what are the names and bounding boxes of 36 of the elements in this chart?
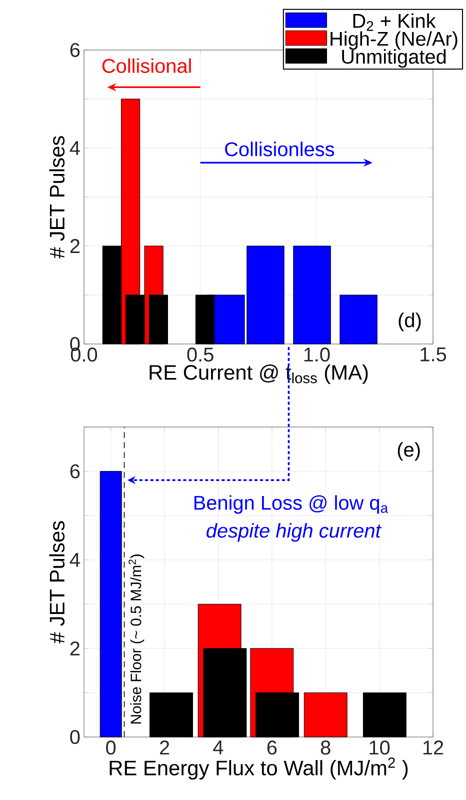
legend-label: High-Z (Ne/Ar) xyxy=(330,31,458,50)
annotation: (e) xyxy=(398,442,420,461)
x-tick-label: 4 xyxy=(213,740,224,754)
bar xyxy=(150,692,193,738)
annotation: Collisionless xyxy=(225,142,334,156)
x-tick-label: 2 xyxy=(160,740,170,754)
legend-label: D$_{2}$ + Kink xyxy=(353,13,436,31)
bar xyxy=(293,246,331,344)
bar xyxy=(340,294,378,344)
x-tick-label: 8 xyxy=(320,740,330,755)
y-axis-title: # JET Pulses xyxy=(49,521,65,644)
x-tick-label: 6 xyxy=(267,740,277,755)
y-tick-label: 4 xyxy=(70,553,80,567)
bar xyxy=(100,471,122,738)
x-tick-label: 1.5 xyxy=(420,348,446,362)
x-tick-label: 1.0 xyxy=(304,348,330,362)
annotation: Benign Loss @ low q$_{a}$ xyxy=(194,495,388,514)
y-tick-label: 6 xyxy=(70,464,80,478)
annotation: (d) xyxy=(398,312,421,332)
x-tick-label: 10 xyxy=(370,740,390,755)
y-tick-label: 4 xyxy=(70,141,80,155)
x-tick-label: 0.5 xyxy=(187,348,214,362)
y-tick-label: 2 xyxy=(70,239,80,253)
annotation: despite high current xyxy=(206,523,382,542)
legend-label: Unmitigated xyxy=(342,49,446,68)
y-tick-label: 6 xyxy=(70,42,80,58)
bar xyxy=(304,692,348,738)
x-tick-label: 12 xyxy=(423,740,444,754)
ref-line-label: Noise Floor (~ 0.5 MJ/m$^{2}$) xyxy=(128,554,144,724)
bar xyxy=(362,692,406,738)
annotation: Collisional xyxy=(102,58,191,73)
y-tick-label: 2 xyxy=(70,641,80,656)
y-tick-label: 0 xyxy=(70,730,80,744)
x-tick-label: 0 xyxy=(106,740,116,755)
x-axis-title: RE Energy Flux to Wall (MJ/m$^{2}$ ) xyxy=(110,757,408,780)
y-axis-title: # JET Pulses xyxy=(49,136,65,259)
